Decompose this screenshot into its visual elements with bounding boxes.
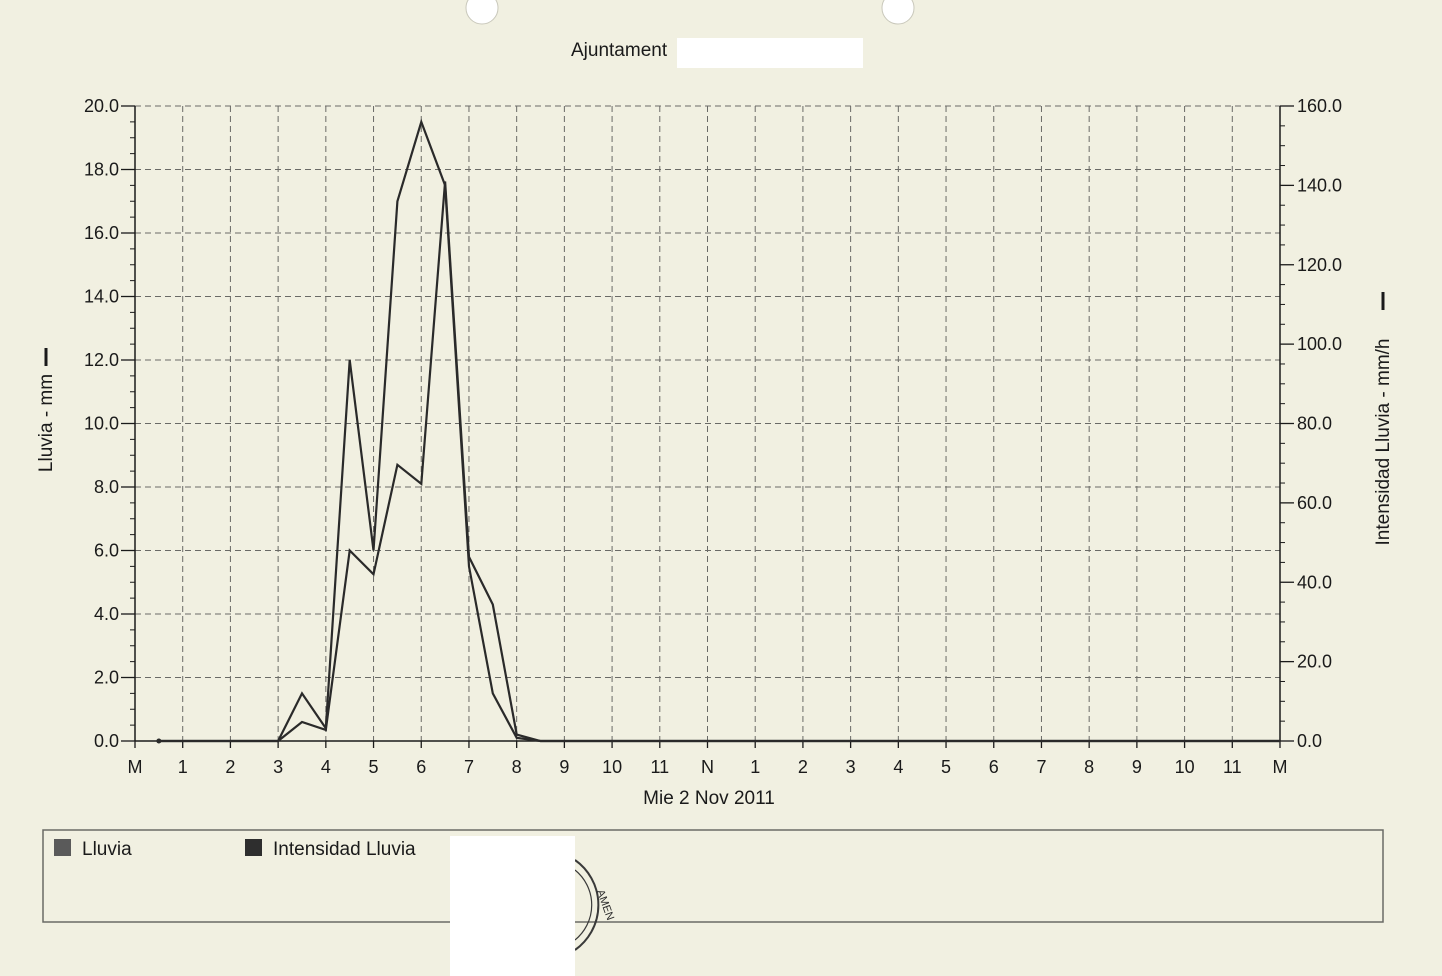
y-tick-label-left: 2.0 xyxy=(94,668,119,688)
legend-label-intensidad-lluvia: Intensidad Lluvia xyxy=(273,839,416,860)
y-tick-label-left: 16.0 xyxy=(84,223,119,243)
y-tick-label-left: 0.0 xyxy=(94,731,119,751)
x-tick-label: 2 xyxy=(798,757,808,777)
stamp: AMEN xyxy=(574,859,616,951)
x-tick-label: 10 xyxy=(602,757,622,777)
y-tick-label-right: 0.0 xyxy=(1297,731,1322,751)
x-tick-label: M xyxy=(128,757,143,777)
y-axis-title-right: Intensidad Lluvia - mm/h xyxy=(1373,339,1394,546)
legend-swatch-intensidad xyxy=(245,839,262,856)
punch-hole-right xyxy=(881,0,915,25)
y-tick-label-right: 20.0 xyxy=(1297,652,1332,672)
y-axis-title-left: Lluvia - mm xyxy=(36,374,57,472)
x-tick-label: 1 xyxy=(178,757,188,777)
x-tick-label: 11 xyxy=(1223,757,1242,777)
header-title: Ajuntament xyxy=(571,40,668,61)
x-tick-label: 4 xyxy=(321,757,331,777)
redaction-box-stamp xyxy=(450,836,575,976)
x-tick-label: 7 xyxy=(1036,757,1046,777)
y-tick-label-left: 4.0 xyxy=(94,604,119,624)
y-tick-label-right: 140.0 xyxy=(1297,175,1342,195)
x-tick-label: 9 xyxy=(559,757,569,777)
x-tick-label: 3 xyxy=(273,757,283,777)
x-tick-label: 1 xyxy=(750,757,760,777)
x-axis-title: Mie 2 Nov 2011 xyxy=(643,788,775,809)
x-tick-label: 11 xyxy=(650,757,669,777)
axes: M 1 2 3 4 5 6 7 8 9 10 11 N 1 2 3 4 5 6 7 8 9 10 11 M 0.0 2.0 4.0 6.… xyxy=(84,96,1342,777)
redaction-box-header xyxy=(677,38,863,68)
legend-label-lluvia: Lluvia xyxy=(82,839,132,860)
x-tick-label: 2 xyxy=(225,757,235,777)
y-tick-label-right: 40.0 xyxy=(1297,572,1332,592)
x-tick-label: 6 xyxy=(989,757,999,777)
x-tick-label: 6 xyxy=(416,757,426,777)
grid xyxy=(135,105,1280,741)
x-tick-label: 4 xyxy=(893,757,903,777)
x-tick-label: 8 xyxy=(1084,757,1094,777)
series-line-lluvia xyxy=(158,118,1280,743)
punch-hole-left xyxy=(465,0,499,25)
y-tick-label-left: 20.0 xyxy=(84,96,119,116)
y-tick-label-left: 12.0 xyxy=(84,350,119,370)
y-tick-label-left: 8.0 xyxy=(94,477,119,497)
y-tick-label-right: 100.0 xyxy=(1297,334,1342,354)
series-start-point xyxy=(156,738,162,744)
y-tick-label-left: 6.0 xyxy=(94,541,119,561)
y-tick-label-left: 14.0 xyxy=(84,287,119,307)
y-tick-label-left: 18.0 xyxy=(84,160,119,180)
x-tick-label: 7 xyxy=(464,757,474,777)
x-tick-label: 3 xyxy=(846,757,856,777)
x-tick-label: 9 xyxy=(1132,757,1142,777)
y-tick-label-right: 120.0 xyxy=(1297,255,1342,275)
x-tick-label: 5 xyxy=(941,757,951,777)
x-tick-label: 10 xyxy=(1175,757,1195,777)
legend-swatch-lluvia xyxy=(54,839,71,856)
y-tick-label-right: 80.0 xyxy=(1297,414,1332,434)
y-tick-label-right: 60.0 xyxy=(1297,493,1332,513)
series xyxy=(156,118,1280,744)
x-tick-label: 5 xyxy=(369,757,379,777)
series-line-intensidad-lluvia xyxy=(158,181,1280,743)
y-tick-label-right: 160.0 xyxy=(1297,96,1342,116)
x-tick-label: M xyxy=(1273,757,1288,777)
x-tick-label: N xyxy=(701,757,714,777)
legend-box xyxy=(42,829,1384,923)
x-tick-label: 8 xyxy=(512,757,522,777)
y-tick-label-left: 10.0 xyxy=(84,414,119,434)
